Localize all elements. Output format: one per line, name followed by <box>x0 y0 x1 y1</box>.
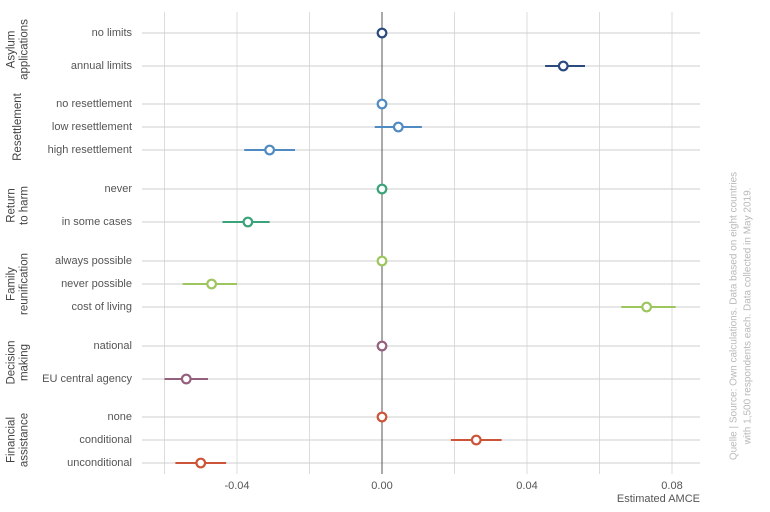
estimate-point <box>376 255 388 267</box>
estimate-point <box>470 434 482 446</box>
x-tick-label: 0.00 <box>371 480 392 492</box>
estimate-point <box>392 121 404 133</box>
estimate-point <box>557 60 569 72</box>
estimate-point <box>641 301 653 313</box>
level-label: low resettlement <box>52 121 132 133</box>
level-label: always possible <box>55 255 132 267</box>
estimate-point <box>376 411 388 423</box>
source-note: Quelle | Source: Own calculations. Data … <box>729 172 740 460</box>
estimate-point <box>206 278 218 290</box>
group-label: reunification <box>19 253 31 315</box>
group-label: Family <box>6 267 18 301</box>
group-label: Resettlement <box>12 92 24 161</box>
level-label: conditional <box>79 434 132 446</box>
x-tick-label: 0.08 <box>661 480 682 492</box>
group-label: to harm <box>19 186 31 225</box>
level-label: high resettlement <box>48 144 132 156</box>
estimate-point <box>195 457 207 469</box>
estimate-point <box>376 27 388 39</box>
group-label: Return <box>6 188 18 223</box>
group-label: applications <box>19 19 31 80</box>
level-label: never possible <box>61 278 132 290</box>
group-label: Financial <box>6 417 18 463</box>
group-label: assistance <box>19 413 31 467</box>
level-label: none <box>108 411 132 423</box>
level-label: in some cases <box>62 216 133 228</box>
level-label: EU central agency <box>42 373 132 385</box>
estimate-point <box>264 144 276 156</box>
estimate-point <box>376 98 388 110</box>
estimate-point <box>180 373 192 385</box>
estimate-point <box>376 340 388 352</box>
estimate-point <box>242 216 254 228</box>
level-label: no resettlement <box>56 98 132 110</box>
level-label: national <box>93 340 132 352</box>
level-label: annual limits <box>71 60 133 72</box>
x-tick-label: -0.04 <box>224 480 249 492</box>
level-label: no limits <box>92 27 133 39</box>
group-label: making <box>19 344 31 381</box>
group-label: Asylum <box>6 31 18 69</box>
level-label: never <box>104 183 132 195</box>
x-axis-title: Estimated AMCE <box>617 493 700 505</box>
level-label: cost of living <box>71 301 132 313</box>
estimate-point <box>376 183 388 195</box>
x-tick-label: 0.04 <box>516 480 537 492</box>
level-label: unconditional <box>67 457 132 469</box>
source-note: with 1,500 respondents each. Data collec… <box>743 188 754 446</box>
group-label: Decision <box>6 340 18 384</box>
